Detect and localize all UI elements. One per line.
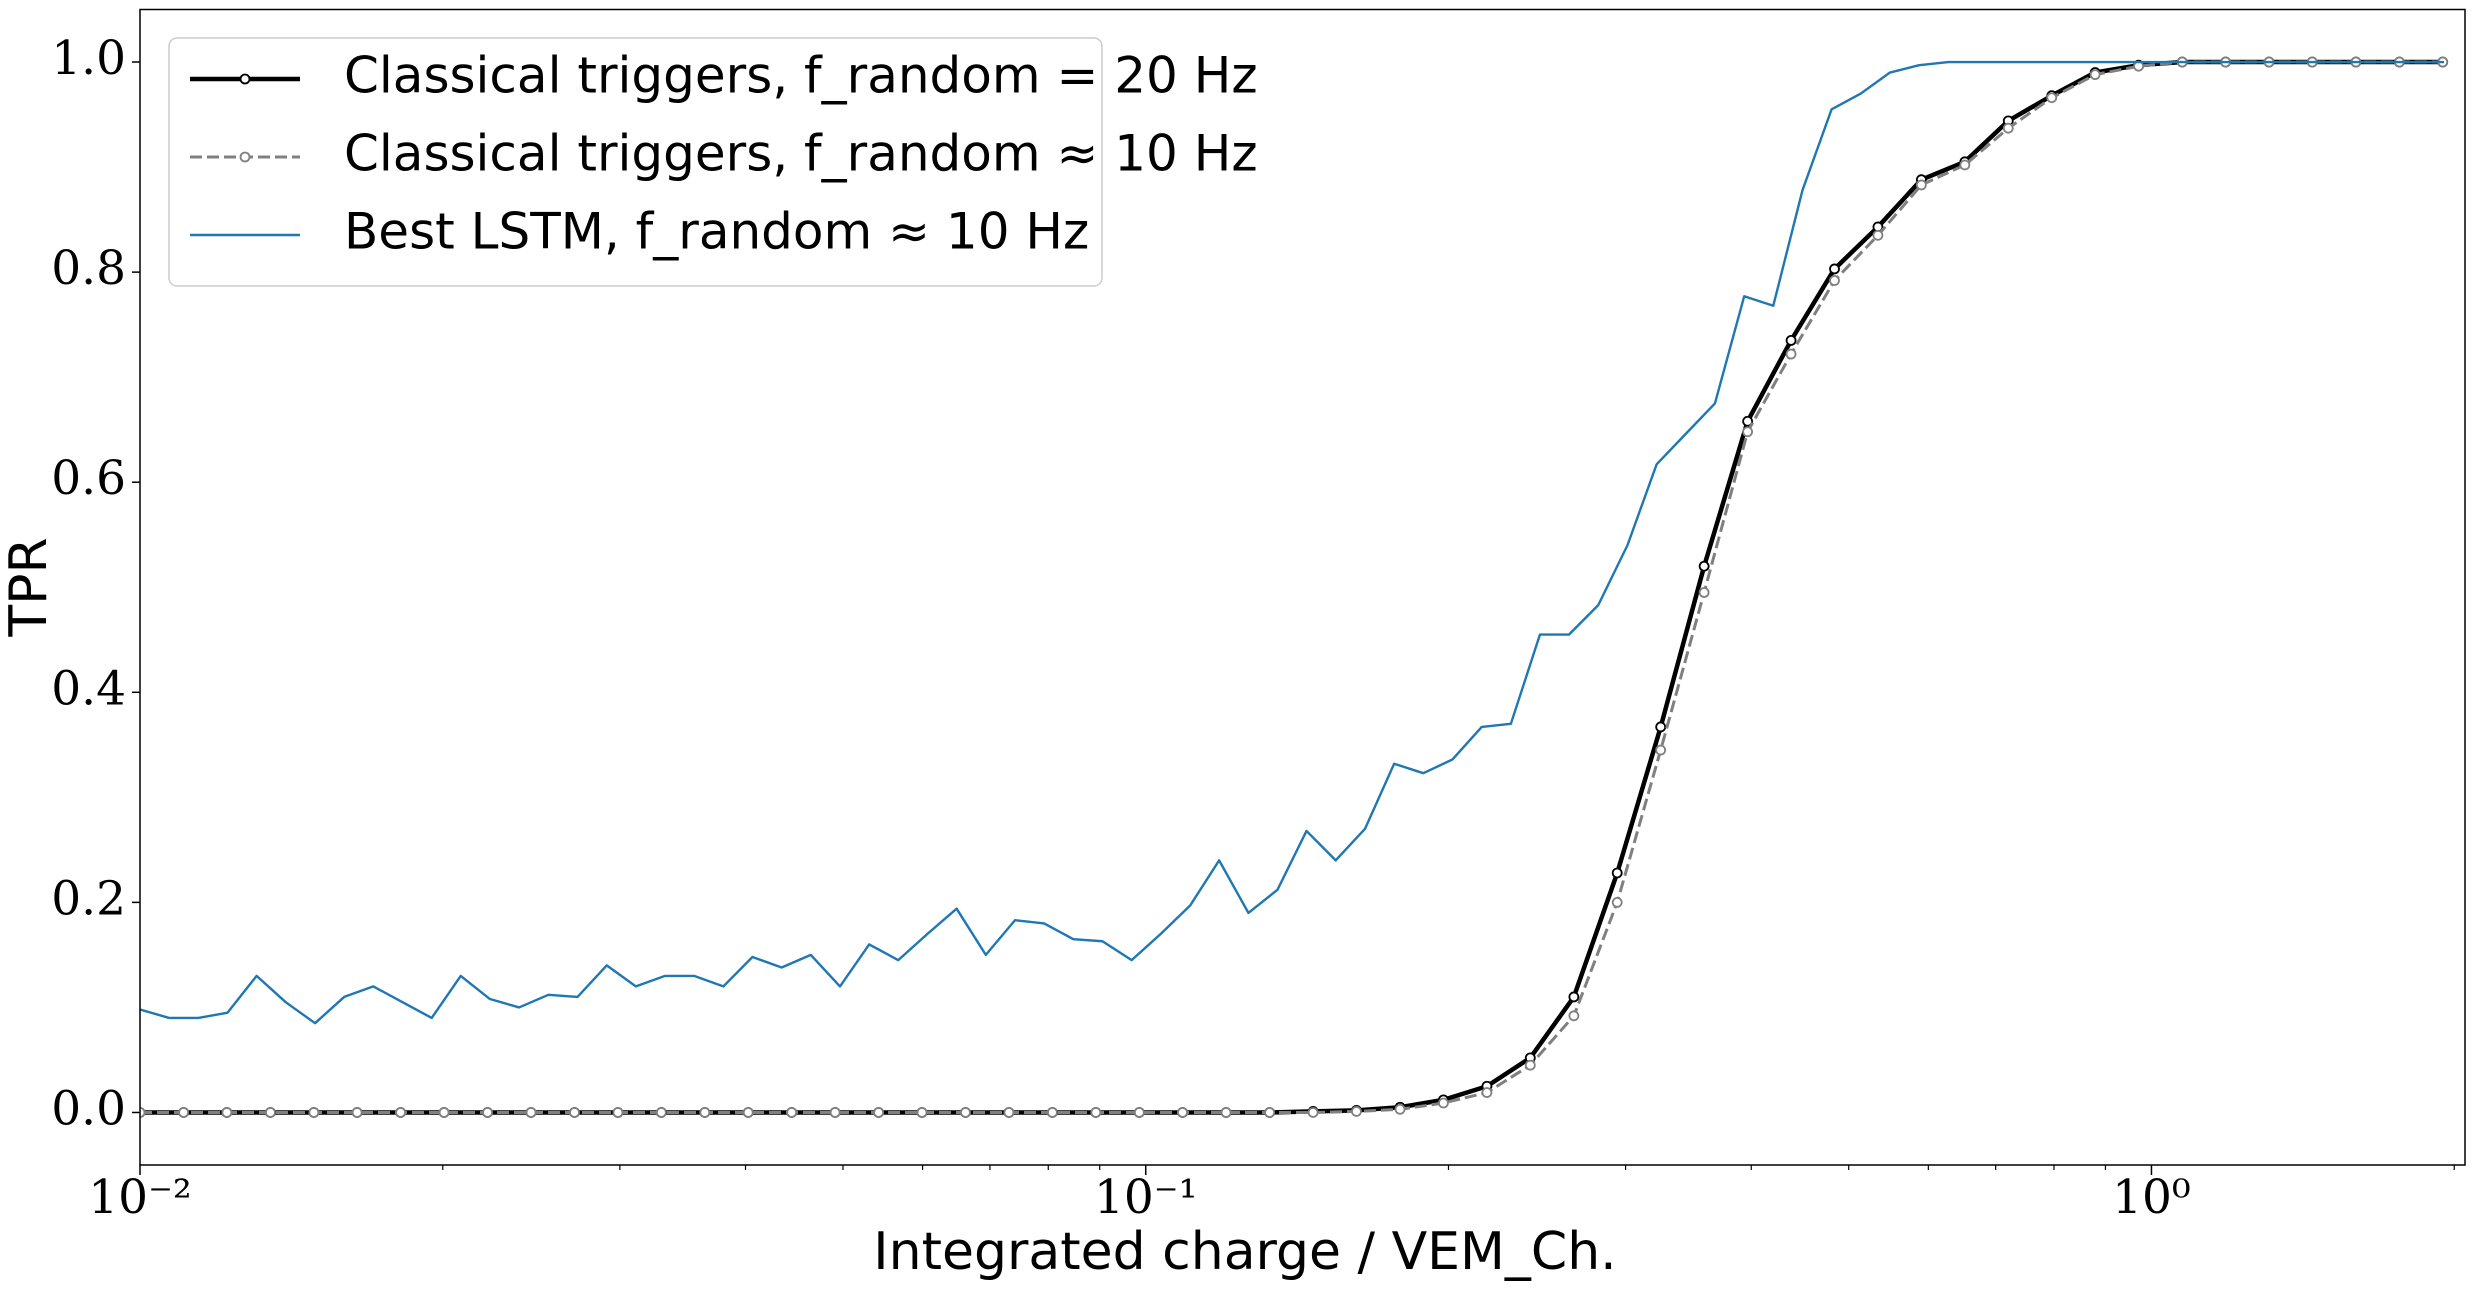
series-marker xyxy=(1307,1107,1319,1118)
series-marker xyxy=(1090,1107,1102,1118)
series-marker xyxy=(1003,1107,1015,1118)
series-marker xyxy=(1568,1010,1580,1022)
series-marker xyxy=(1481,1087,1493,1098)
series-marker xyxy=(1524,1059,1536,1071)
series-marker xyxy=(265,1107,276,1118)
y-tick-label: 0.6 xyxy=(51,451,126,506)
series-marker xyxy=(482,1107,493,1118)
x-tick-label: 10⁰ xyxy=(2112,1170,2191,1225)
series-marker xyxy=(873,1107,885,1118)
series-marker xyxy=(1829,263,1840,275)
series-marker xyxy=(569,1107,580,1118)
series-marker xyxy=(1611,867,1623,879)
axes-frame xyxy=(139,8,2466,1166)
series-marker xyxy=(178,1107,190,1118)
series-marker xyxy=(1351,1106,1362,1117)
series-marker xyxy=(1655,721,1667,733)
series-marker xyxy=(1698,560,1710,572)
series-marker xyxy=(1872,229,1884,241)
x-axis-label: Integrated charge / VEM_Ch. xyxy=(873,1222,1616,1282)
series-marker xyxy=(1264,1107,1276,1118)
series-marker xyxy=(2089,69,2101,81)
series-marker xyxy=(655,1107,667,1118)
series-marker xyxy=(1742,415,1754,427)
series-marker xyxy=(1785,348,1797,360)
series-marker xyxy=(1220,1107,1232,1118)
series-marker xyxy=(1785,334,1797,346)
series-marker xyxy=(1394,1103,1406,1115)
legend-label: Classical triggers, f_random = 20 Hz xyxy=(344,47,1258,105)
series-marker xyxy=(829,1107,841,1118)
series-marker xyxy=(1177,1107,1188,1118)
series-marker xyxy=(438,1107,450,1118)
series-line xyxy=(140,60,2443,1114)
plot-area xyxy=(140,56,2449,1118)
series-marker xyxy=(786,1107,798,1118)
x-tick-label: 10⁻² xyxy=(88,1170,191,1225)
y-tick-label: 0.4 xyxy=(51,661,126,716)
y-tick-label: 0.2 xyxy=(51,871,126,926)
y-tick-label: 0.0 xyxy=(51,1081,126,1136)
series-marker xyxy=(1742,426,1754,438)
y-tick-label: 1.0 xyxy=(51,31,126,86)
series-marker xyxy=(395,1107,407,1118)
legend-label: Classical triggers, f_random ≈ 10 Hz xyxy=(344,125,1258,183)
series-marker xyxy=(699,1107,711,1118)
legend-label: Best LSTM, f_random ≈ 10 Hz xyxy=(344,203,1089,261)
series-marker xyxy=(1655,744,1667,756)
series-marker xyxy=(960,1107,971,1118)
series-marker xyxy=(351,1107,363,1118)
series-marker xyxy=(525,1107,537,1118)
series-marker xyxy=(1915,179,1927,191)
series-marker xyxy=(2046,92,2058,104)
legend-box xyxy=(168,37,1103,287)
series-marker xyxy=(742,1107,754,1118)
series-marker xyxy=(612,1107,624,1118)
series-marker xyxy=(916,1107,928,1118)
series-marker xyxy=(140,1107,146,1118)
legend-marker xyxy=(239,151,251,163)
legend-marker xyxy=(239,73,251,85)
series-marker xyxy=(1698,587,1710,598)
series-marker xyxy=(1959,159,1971,171)
y-tick-label: 0.8 xyxy=(51,241,126,296)
series-marker xyxy=(1133,1107,1145,1118)
series-marker xyxy=(1829,275,1840,286)
series-marker xyxy=(1611,896,1623,908)
series-marker xyxy=(1438,1097,1449,1109)
series-marker xyxy=(1568,991,1580,1003)
series-marker xyxy=(1046,1107,1058,1118)
series-marker xyxy=(308,1107,320,1118)
y-axis-label: TPR xyxy=(0,537,59,637)
x-tick-label: 10⁻¹ xyxy=(1094,1170,1197,1225)
series-line xyxy=(140,60,2445,1025)
series-marker xyxy=(221,1107,233,1118)
series-marker xyxy=(2002,122,2014,134)
